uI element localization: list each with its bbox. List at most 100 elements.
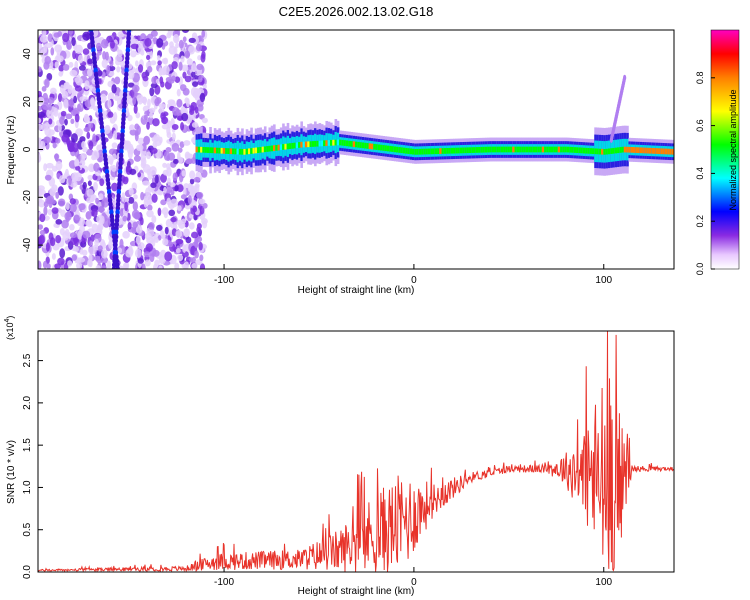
spectrogram-speckle xyxy=(194,250,199,259)
spectrogram-speckle xyxy=(170,198,178,208)
snr-series-line xyxy=(38,331,674,572)
spectrogram-ridge xyxy=(569,146,572,153)
spectrogram-ridge xyxy=(632,147,636,153)
spectrogram-speckle xyxy=(122,262,129,269)
spectrogram-ridge xyxy=(327,140,331,146)
spectrogram-speckle xyxy=(137,172,142,178)
spectrogram-ridge xyxy=(364,142,367,149)
spectrogram-ridge xyxy=(236,148,240,155)
spectrogram-ridge xyxy=(464,147,468,154)
spectrogram-ridge xyxy=(391,146,395,152)
spectrogram-speckle xyxy=(174,76,181,83)
spectrogram-ridge xyxy=(206,147,210,153)
spectrogram-speckle xyxy=(177,147,183,153)
spectrogram-speckle xyxy=(184,203,191,210)
spectrogram-ridge xyxy=(457,147,461,154)
spectrogram-ridge xyxy=(480,146,483,153)
spectrogram-speckle xyxy=(91,155,96,161)
snr-multiplier: (x104) xyxy=(4,316,15,340)
spectrogram-speckle xyxy=(158,265,163,269)
spectrogram-speckle xyxy=(185,236,192,244)
spectrogram-xtick-label: -100 xyxy=(214,275,234,286)
spectrogram-speckle xyxy=(46,263,51,269)
spectrogram-speckle xyxy=(187,64,193,70)
spectrogram-ridge xyxy=(227,148,231,154)
spectrogram-speckle xyxy=(192,205,198,213)
spectrogram-ridge xyxy=(639,147,643,154)
spectrogram-speckle xyxy=(114,95,119,102)
snr-ytick-label: 2.0 xyxy=(22,395,33,409)
spectrogram-ridge xyxy=(311,141,315,147)
spectrogram-speckle xyxy=(98,205,104,214)
spectrogram-speckle xyxy=(136,94,144,103)
spectrogram-speckle xyxy=(181,64,189,72)
spectrogram-speckle xyxy=(80,240,87,248)
spectrogram-speckle xyxy=(133,194,138,200)
spectrogram-speckle xyxy=(160,199,167,206)
spectrogram-speckle xyxy=(145,187,151,197)
spectrogram-speckle xyxy=(140,191,145,201)
spectrogram-ridge xyxy=(202,146,206,153)
spectrogram-ridge xyxy=(200,146,203,153)
spectrogram-speckle xyxy=(189,170,196,180)
spectrogram-speckle xyxy=(130,43,139,50)
spectrogram-speckle xyxy=(202,220,208,229)
spectrogram-ridge xyxy=(482,146,486,153)
spectrogram-ridge xyxy=(453,147,456,154)
spectrogram-speckle xyxy=(161,207,169,216)
snr-axes: -100 0 100 0.0 0.5 1.0 1.5 2.0 2.5 xyxy=(22,353,613,588)
spectrogram-speckle xyxy=(75,128,83,137)
spectrogram-speckle xyxy=(168,241,174,248)
spectrogram-ridge xyxy=(423,148,426,155)
spectrogram-speckle xyxy=(50,47,55,56)
spectrogram-speckle xyxy=(62,32,70,43)
spectrogram-ridge xyxy=(430,148,433,155)
spectrogram-ridge xyxy=(418,148,422,155)
spectrogram-ridge xyxy=(523,146,527,153)
spectrogram-speckle xyxy=(136,144,144,152)
spectrogram-speckle xyxy=(121,192,126,202)
spectrogram-ridge xyxy=(578,147,581,154)
spectrogram-speckle xyxy=(59,228,65,236)
spectrogram-speckle xyxy=(171,142,180,152)
spectrogram-speckle xyxy=(181,30,190,34)
spectrogram-ridge xyxy=(553,146,556,153)
spectrogram-speckle xyxy=(137,258,144,264)
spectrogram-speckle xyxy=(71,37,76,47)
spectrogram-ridge xyxy=(412,148,415,155)
spectrogram-ridge xyxy=(220,147,224,154)
spectrogram-ridge xyxy=(491,146,495,153)
spectrogram-speckle xyxy=(38,139,43,149)
spectrogram-ridge xyxy=(566,146,570,153)
spectrogram-speckle xyxy=(162,66,167,76)
spectrogram-ridge xyxy=(314,140,317,147)
spectrogram-speckle xyxy=(169,182,176,188)
spectrogram-speckle xyxy=(123,143,129,151)
spectrogram-speckle xyxy=(137,64,144,73)
spectrogram-speckle xyxy=(128,143,134,154)
spectrogram-ridge xyxy=(546,146,550,153)
spectrogram-speckle xyxy=(82,31,90,41)
colorbar-tick-label: 0.4 xyxy=(695,167,705,180)
spectrogram-speckle xyxy=(167,120,172,129)
spectrogram-speckle xyxy=(57,257,65,266)
spectrogram-speckle xyxy=(81,140,86,149)
spectrogram-speckle xyxy=(149,166,157,176)
spectrogram-speckle xyxy=(171,132,176,141)
spectrogram-ridge xyxy=(603,148,606,155)
spectrogram-speckle xyxy=(54,263,61,269)
spectrogram-speckle xyxy=(38,185,45,192)
spectrogram-speckle xyxy=(167,30,172,37)
spectrogram-ytick-label: -40 xyxy=(22,237,33,252)
spectrogram-speckle xyxy=(187,45,196,55)
spectrogram-speckle xyxy=(91,208,98,217)
spectrogram-ridge xyxy=(339,139,342,146)
spectrogram-speckle xyxy=(83,115,91,124)
spectrogram-speckle xyxy=(175,248,181,254)
spectrogram-speckle xyxy=(132,96,137,105)
spectrogram-speckle xyxy=(69,98,75,108)
spectrogram-speckle xyxy=(171,61,178,70)
spectrogram-speckle xyxy=(95,197,100,205)
spectrogram-ridge xyxy=(355,141,358,148)
spectrogram-speckle xyxy=(93,181,98,192)
